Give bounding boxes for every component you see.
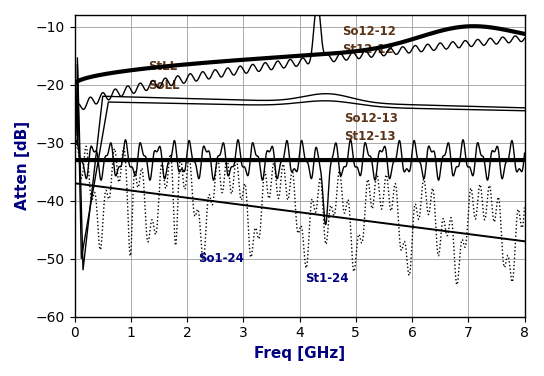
Text: So1-24: So1-24	[198, 252, 244, 265]
Text: St12-13: St12-13	[344, 130, 396, 143]
Text: St12-12: St12-12	[342, 43, 393, 56]
Text: SoLL: SoLL	[147, 79, 179, 92]
X-axis label: Freq [GHz]: Freq [GHz]	[254, 346, 345, 361]
Text: St1-24: St1-24	[305, 272, 349, 285]
Text: StLL: StLL	[147, 60, 177, 73]
Y-axis label: Atten [dB]: Atten [dB]	[15, 121, 30, 211]
Text: So12-13: So12-13	[344, 112, 398, 125]
Text: So12-12: So12-12	[342, 25, 395, 38]
